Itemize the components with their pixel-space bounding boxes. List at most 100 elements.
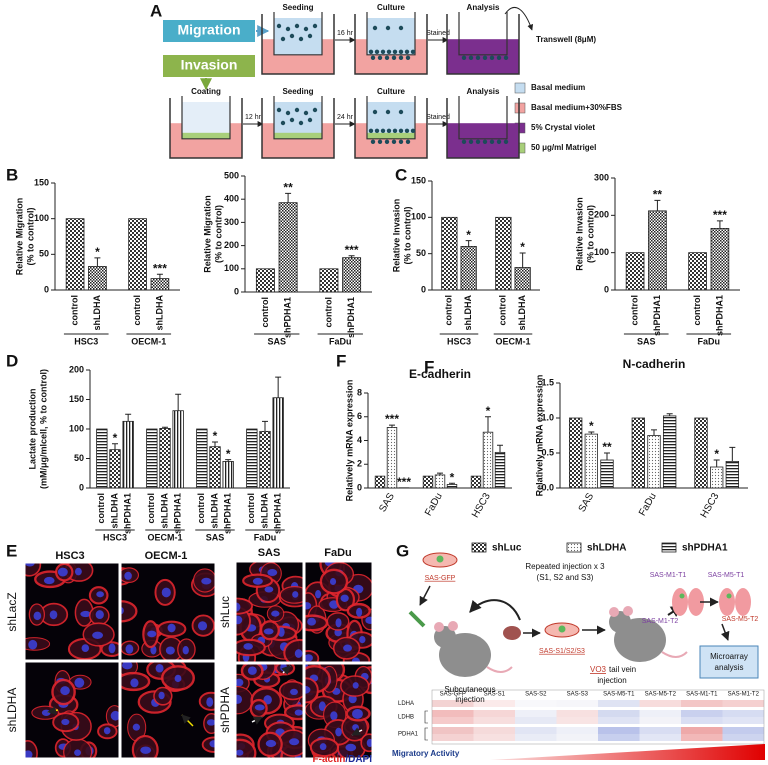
error-bar bbox=[654, 200, 660, 210]
significance: * bbox=[226, 447, 231, 461]
bar bbox=[461, 246, 476, 290]
stain: F-actin bbox=[313, 754, 346, 765]
vo3-label: VO3 bbox=[590, 665, 607, 674]
micrograph bbox=[118, 657, 226, 763]
x-tick-label: shLDHA bbox=[92, 295, 102, 331]
cell bbox=[281, 121, 285, 125]
legend-label: 5% Crystal violet bbox=[531, 123, 595, 132]
curved-arrow bbox=[470, 600, 520, 620]
heatmap-cell bbox=[640, 727, 682, 734]
heatmap-cell bbox=[474, 710, 516, 717]
panel-label: G bbox=[396, 541, 409, 560]
nucleus bbox=[335, 728, 342, 737]
heatmap-cell bbox=[681, 710, 723, 717]
heatmap-column-label: SAS-M5-T1 bbox=[603, 692, 635, 698]
bar bbox=[663, 416, 676, 488]
error-bar bbox=[520, 253, 526, 268]
y-tick-label: 100 bbox=[34, 213, 49, 223]
mouse-ear bbox=[448, 621, 458, 631]
bar bbox=[710, 467, 723, 488]
heatmap-cell bbox=[598, 700, 640, 707]
significance: * bbox=[213, 429, 218, 443]
error-bar bbox=[275, 377, 281, 398]
cell bbox=[286, 27, 290, 31]
cell bbox=[295, 24, 299, 28]
group-label: HSC3 bbox=[103, 532, 127, 542]
bar bbox=[343, 258, 361, 292]
group-label: OECM-1 bbox=[495, 336, 530, 346]
heatmap-cell bbox=[432, 734, 474, 741]
nucleus bbox=[290, 689, 298, 695]
y-tick-label: 100 bbox=[69, 423, 84, 433]
nucleus bbox=[207, 719, 216, 725]
matrigel bbox=[182, 133, 230, 139]
cell bbox=[497, 56, 501, 60]
heatmap-cell bbox=[598, 717, 640, 724]
time-label: 16 hr bbox=[337, 30, 354, 37]
time-label: 12 hr bbox=[245, 114, 262, 121]
bar bbox=[495, 452, 505, 488]
bar bbox=[147, 429, 158, 488]
y-tick-label: 50 bbox=[39, 249, 49, 259]
step-label: Coating bbox=[191, 87, 221, 96]
nucleus bbox=[209, 740, 218, 747]
micrograph bbox=[291, 657, 383, 761]
y-axis-label: (% to control) bbox=[213, 205, 223, 263]
heatmap-cell bbox=[723, 734, 765, 741]
nucleus bbox=[28, 640, 37, 650]
cell bbox=[373, 26, 377, 30]
nucleus bbox=[255, 704, 265, 710]
heatmap-row-label: PDHA1 bbox=[398, 732, 419, 738]
tumor-label: SAS-M1-T2 bbox=[642, 618, 679, 625]
group-label: OECM-1 bbox=[147, 532, 182, 542]
step-label: Analysis bbox=[467, 3, 500, 12]
micrograph bbox=[222, 654, 312, 765]
group-label: FaDu bbox=[698, 336, 721, 346]
mouse-tail bbox=[662, 652, 687, 657]
well-medium bbox=[447, 39, 519, 74]
bar bbox=[173, 411, 184, 488]
heatmap-cell bbox=[474, 717, 516, 724]
micrograph bbox=[220, 561, 315, 669]
x-tick-label: control bbox=[196, 493, 206, 524]
transwell-label: Transwell (8μM) bbox=[536, 35, 596, 44]
bar bbox=[160, 428, 171, 488]
cell bbox=[406, 140, 410, 144]
x-tick-label: shPDHA1 bbox=[652, 295, 662, 336]
micrograph bbox=[19, 662, 123, 765]
metastasis bbox=[727, 594, 732, 599]
cell bbox=[299, 121, 303, 125]
y-tick-label: 2 bbox=[357, 459, 362, 469]
cell bbox=[405, 50, 409, 54]
nucleus bbox=[359, 636, 365, 643]
significance: * bbox=[486, 404, 491, 418]
heatmap-column-label: SAS-M1-T2 bbox=[728, 692, 760, 698]
nucleus bbox=[183, 646, 189, 654]
x-tick-label: shPDHA1 bbox=[714, 295, 724, 336]
cell bbox=[385, 56, 389, 60]
y-tick-label: 200 bbox=[594, 210, 609, 220]
bar bbox=[585, 434, 598, 488]
chart-title: E-cadherin bbox=[409, 367, 471, 381]
x-tick-label: shPDHA1 bbox=[346, 297, 356, 338]
microarray-label: Microarray bbox=[710, 652, 748, 661]
bar bbox=[129, 219, 147, 290]
legend-swatch bbox=[515, 103, 525, 113]
subline-label: SAS-S1/S2/S3 bbox=[539, 648, 585, 655]
cell bbox=[290, 118, 294, 122]
micrograph bbox=[297, 552, 378, 669]
cell bbox=[385, 140, 389, 144]
repeat-label: Repeated injection x 3 bbox=[525, 562, 605, 571]
x-tick-label: control bbox=[96, 493, 106, 524]
cell bbox=[399, 50, 403, 54]
bar bbox=[256, 269, 274, 292]
error-bar bbox=[285, 193, 291, 202]
heatmap-cell bbox=[681, 717, 723, 724]
cell bbox=[504, 56, 508, 60]
panel-label: C bbox=[395, 165, 407, 184]
cell bbox=[476, 140, 480, 144]
y-axis-label: (% to control) bbox=[585, 205, 595, 263]
bar bbox=[695, 418, 708, 488]
parental-label: SAS-GFP bbox=[425, 575, 456, 582]
y-tick-label: 100 bbox=[224, 263, 239, 273]
